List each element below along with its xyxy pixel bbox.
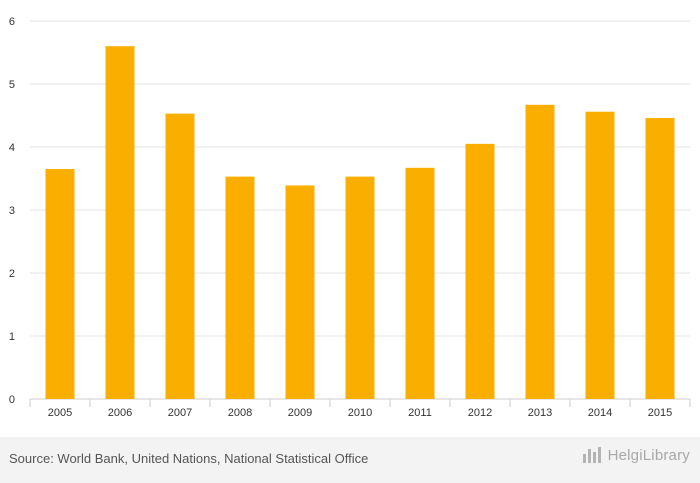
x-tick-label: 2008 xyxy=(228,407,252,419)
x-tick-label: 2006 xyxy=(108,407,132,419)
bar xyxy=(285,185,315,399)
bar xyxy=(225,176,255,399)
x-tick-label: 2012 xyxy=(468,407,492,419)
x-tick-label: 2014 xyxy=(588,407,612,419)
bar xyxy=(105,46,135,399)
y-tick-label: 0 xyxy=(9,394,15,406)
bar xyxy=(345,176,375,399)
y-tick-label: 1 xyxy=(9,331,15,343)
bar-chart-logo-icon xyxy=(582,447,601,463)
x-tick-label: 2007 xyxy=(168,407,192,419)
x-tick-label: 2009 xyxy=(288,407,312,419)
bar xyxy=(45,169,75,399)
bar xyxy=(585,111,615,399)
x-tick-label: 2010 xyxy=(348,407,372,419)
x-tick-label: 2011 xyxy=(408,407,432,419)
y-tick-label: 2 xyxy=(9,268,15,280)
footer: Source: World Bank, United Nations, Nati… xyxy=(0,437,700,483)
y-tick-label: 5 xyxy=(9,79,15,91)
bar xyxy=(165,113,195,400)
y-tick-label: 4 xyxy=(9,142,15,154)
y-tick-label: 6 xyxy=(9,16,15,28)
x-tick-label: 2013 xyxy=(528,407,552,419)
source-note: Source: World Bank, United Nations, Nati… xyxy=(9,451,369,466)
bar xyxy=(645,118,675,400)
y-tick-label: 3 xyxy=(9,205,15,217)
bar xyxy=(465,143,495,399)
bar-chart: 0 1 2 3 4 5 6 2005 2006 2007 2008 2009 2010 2011 2012 2… xyxy=(9,16,691,419)
x-tick-label: 2015 xyxy=(648,407,672,419)
brand-name: HelgiLibrary xyxy=(607,446,690,464)
brand-logo: HelgiLibrary xyxy=(582,446,690,464)
x-tick-label: 2005 xyxy=(48,407,72,419)
bar xyxy=(405,167,435,399)
bar xyxy=(525,104,555,399)
